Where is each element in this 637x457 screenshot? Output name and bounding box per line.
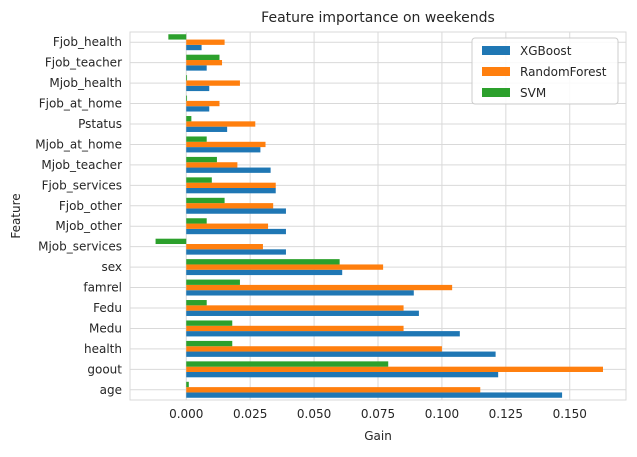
bar-xgboost — [186, 331, 460, 337]
bar-xgboost — [186, 126, 228, 132]
bar-xgboost — [186, 392, 563, 398]
legend-label: SVM — [520, 86, 546, 100]
bar-xgboost — [186, 65, 207, 71]
legend-swatch — [482, 88, 510, 97]
x-axis-label: Gain — [364, 429, 392, 443]
x-tick-label: 0.025 — [233, 407, 267, 421]
x-tick-label: 0.050 — [297, 407, 331, 421]
bar-svm — [186, 156, 217, 163]
bar-svm — [186, 320, 233, 326]
bar-randomforest — [186, 162, 238, 168]
bar-randomforest — [186, 244, 263, 250]
x-tick-label: 0.150 — [553, 407, 587, 421]
y-tick-label: Fjob_other — [59, 199, 122, 213]
y-tick-label: Fjob_teacher — [45, 56, 122, 70]
bar-randomforest — [186, 141, 266, 148]
bar-xgboost — [186, 167, 271, 173]
bar-randomforest — [186, 305, 404, 311]
y-tick-label: Medu — [89, 321, 122, 335]
bar-svm — [186, 197, 225, 204]
bar-xgboost — [186, 290, 414, 296]
y-tick-label: goout — [87, 362, 122, 376]
bar-randomforest — [186, 346, 442, 352]
legend-swatch — [482, 67, 510, 76]
bar-svm — [186, 116, 192, 122]
legend-swatch — [482, 46, 510, 55]
legend-label: RandomForest — [520, 65, 607, 79]
y-tick-label: Mjob_other — [55, 219, 122, 233]
x-tick-label: 0.000 — [169, 407, 203, 421]
y-tick-label: Fjob_health — [53, 35, 122, 49]
bar-randomforest — [186, 100, 220, 107]
bar-svm — [186, 218, 207, 224]
bar-randomforest — [186, 284, 453, 291]
y-tick-label: Pstatus — [78, 117, 122, 131]
bar-randomforest — [186, 80, 240, 86]
bar-svm — [168, 34, 187, 40]
bar-randomforest — [186, 366, 603, 372]
y-tick-label: Fjob_at_home — [39, 97, 122, 111]
y-tick-label: Mjob_services — [38, 240, 122, 254]
bar-xgboost — [186, 187, 276, 194]
bar-svm — [186, 381, 189, 388]
y-tick-label: Fjob_services — [42, 178, 122, 192]
bar-svm — [186, 75, 188, 81]
y-tick-label: health — [84, 342, 122, 356]
y-tick-label: Mjob_teacher — [41, 158, 122, 172]
bar-svm — [186, 136, 207, 142]
plot-frame — [129, 31, 627, 401]
y-tick-label: Mjob_at_home — [35, 137, 122, 151]
x-tick-label: 0.075 — [361, 407, 395, 421]
bar-svm — [186, 95, 188, 101]
bar-xgboost — [186, 371, 499, 378]
bar-svm — [186, 259, 340, 265]
bar-xgboost — [186, 85, 210, 92]
y-axis-label: Feature — [9, 193, 23, 238]
y-tick-label: sex — [101, 260, 122, 274]
bar-randomforest — [186, 387, 481, 393]
bar-xgboost — [186, 44, 202, 51]
bar-svm — [186, 361, 389, 367]
bar-xgboost — [186, 249, 286, 255]
bar-svm — [186, 54, 220, 61]
bar-svm — [186, 300, 207, 306]
bar-randomforest — [186, 325, 404, 332]
x-tick-label: 0.125 — [489, 407, 523, 421]
y-tick-label: age — [100, 383, 122, 397]
bar-svm — [155, 238, 187, 245]
bar-xgboost — [186, 228, 286, 235]
chart-title: Feature importance on weekends — [261, 10, 495, 26]
bar-randomforest — [186, 203, 274, 209]
bar-xgboost — [186, 310, 419, 316]
bar-xgboost — [186, 208, 286, 214]
bar-randomforest — [186, 121, 256, 127]
y-tick-label: Mjob_health — [49, 76, 122, 90]
bar-xgboost — [186, 147, 261, 153]
bar-xgboost — [186, 106, 210, 112]
bar-randomforest — [186, 223, 269, 229]
bar-svm — [186, 279, 240, 285]
bar-randomforest — [186, 60, 223, 66]
legend-label: XGBoost — [520, 44, 572, 58]
y-tick-label: Fedu — [93, 301, 122, 315]
bar-randomforest — [186, 182, 276, 188]
bar-svm — [186, 177, 212, 183]
x-tick-label: 0.100 — [425, 407, 459, 421]
y-tick-label: famrel — [83, 281, 122, 295]
bar-xgboost — [186, 351, 496, 357]
bar-svm — [186, 340, 233, 347]
bar-randomforest — [186, 264, 384, 270]
bar-randomforest — [186, 39, 225, 45]
bar-xgboost — [186, 269, 343, 276]
